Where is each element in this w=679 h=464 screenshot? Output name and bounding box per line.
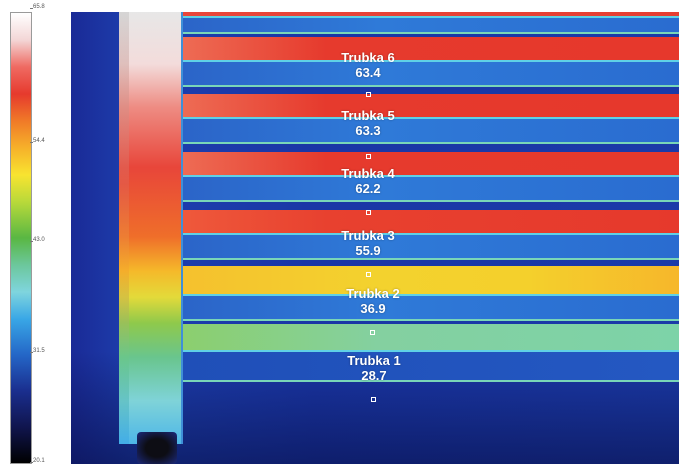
measurement-marker-2 xyxy=(370,330,375,335)
measurement-value: 62.2 xyxy=(355,181,381,196)
measurement-marker-5 xyxy=(366,154,371,159)
measurement-name: Trubka 2 xyxy=(346,286,400,301)
gap-band-5 xyxy=(181,294,679,321)
tube-band-3 xyxy=(175,210,679,234)
measurement-trubka-1: Trubka 1 28.7 xyxy=(314,353,434,383)
measurement-name: Trubka 1 xyxy=(347,353,401,368)
thermal-image: Trubka 6 63.4 Trubka 5 63.3 Trubka 4 62.… xyxy=(71,12,679,464)
riser-foot xyxy=(137,432,177,464)
measurement-trubka-4: Trubka 4 62.2 xyxy=(308,166,428,196)
scale-tick-31: 31.5 xyxy=(30,348,45,354)
scale-tick-max: 65.8 xyxy=(30,4,45,10)
measurement-name: Trubka 6 xyxy=(341,50,395,65)
measurement-value: 63.3 xyxy=(355,123,381,138)
scale-tick-43: 43.0 xyxy=(30,237,45,243)
measurement-name: Trubka 3 xyxy=(341,228,395,243)
gap-band-0 xyxy=(181,16,679,34)
riser-pipe-edge xyxy=(119,12,129,444)
measurement-value: 28.7 xyxy=(361,368,387,383)
measurement-marker-4 xyxy=(366,210,371,215)
measurement-marker-6 xyxy=(366,92,371,97)
measurement-trubka-6: Trubka 6 63.4 xyxy=(308,50,428,80)
temperature-scale-bar xyxy=(10,12,32,464)
tube-band-1 xyxy=(175,324,679,352)
measurement-trubka-2: Trubka 2 36.9 xyxy=(313,286,433,316)
scale-tick-54: 54.4 xyxy=(30,138,45,144)
tube-band-4 xyxy=(175,152,679,176)
gap-band-6 xyxy=(181,350,679,382)
tube-band-5 xyxy=(175,94,679,118)
tube-band-6 xyxy=(175,37,679,61)
measurement-trubka-5: Trubka 5 63.3 xyxy=(308,108,428,138)
scale-tick-min: 20.1 xyxy=(30,458,45,464)
measurement-name: Trubka 4 xyxy=(341,166,395,181)
gap-band-1 xyxy=(181,60,679,87)
measurement-value: 36.9 xyxy=(360,301,386,316)
measurement-value: 55.9 xyxy=(355,243,381,258)
measurement-trubka-3: Trubka 3 55.9 xyxy=(308,228,428,258)
measurement-name: Trubka 5 xyxy=(341,108,395,123)
riser-pipe xyxy=(119,12,183,444)
measurement-marker-3 xyxy=(366,272,371,277)
gap-band-4 xyxy=(181,233,679,260)
measurement-marker-1 xyxy=(371,397,376,402)
gap-band-3 xyxy=(181,175,679,202)
measurement-value: 63.4 xyxy=(355,65,381,80)
gap-band-2 xyxy=(181,117,679,144)
tube-band-2 xyxy=(175,266,679,296)
